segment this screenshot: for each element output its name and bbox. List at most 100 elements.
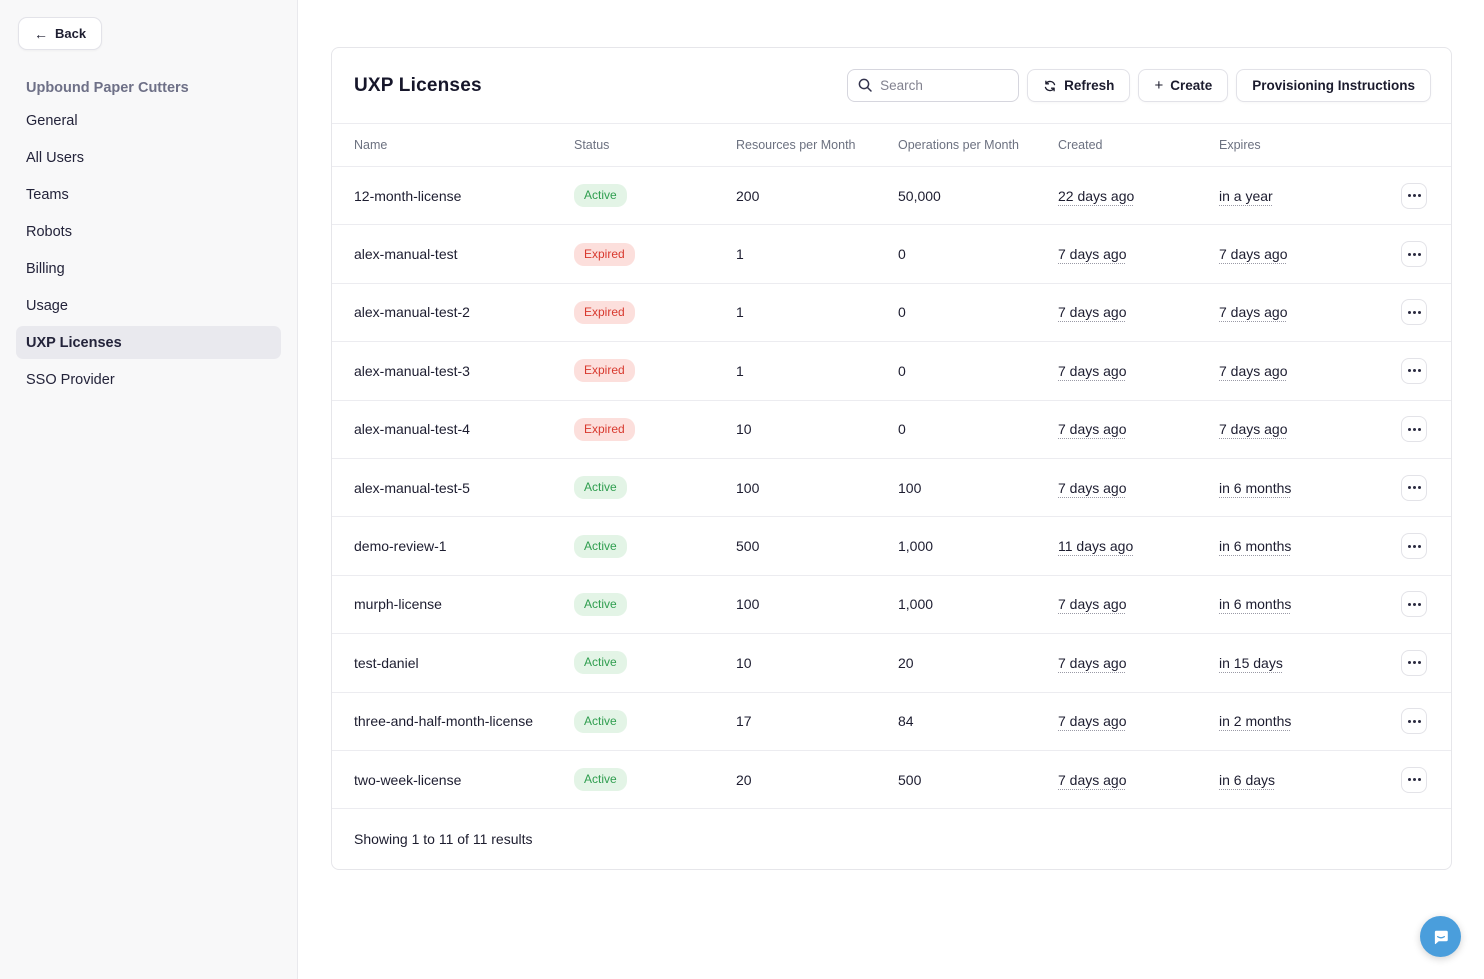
status-badge: Active	[574, 709, 627, 733]
operations-per-month-value: 100	[898, 479, 922, 496]
expires-value[interactable]: in 6 months	[1219, 538, 1292, 555]
expires-value[interactable]: in 6 months	[1219, 596, 1292, 613]
license-name: alex-manual-test	[354, 246, 458, 263]
license-name: two-week-license	[354, 771, 462, 788]
sidebar-item-sso-provider[interactable]: SSO Provider	[16, 363, 281, 396]
column-header-created: Created	[1058, 138, 1103, 152]
table-row: murph-license Active 100 1,000 7 days ag…	[332, 576, 1451, 635]
row-actions-menu-button[interactable]	[1401, 241, 1427, 268]
sidebar-item-robots[interactable]: Robots	[16, 215, 281, 248]
created-value[interactable]: 7 days ago	[1058, 362, 1127, 379]
operations-per-month-value: 0	[898, 246, 906, 263]
table-body: 12-month-license Active 200 50,000 22 da…	[332, 167, 1451, 810]
expires-value[interactable]: in 2 months	[1219, 713, 1292, 730]
refresh-button-label: Refresh	[1064, 78, 1115, 93]
operations-per-month-value: 0	[898, 362, 906, 379]
row-actions-menu-button[interactable]	[1401, 474, 1427, 501]
table-row: alex-manual-test-2 Expired 1 0 7 days ag…	[332, 284, 1451, 343]
row-actions-menu-button[interactable]	[1401, 533, 1427, 560]
sidebar-item-label: All Users	[26, 149, 85, 166]
table-row: demo-review-1 Active 500 1,000 11 days a…	[332, 517, 1451, 576]
created-value[interactable]: 7 days ago	[1058, 304, 1127, 321]
created-value[interactable]: 7 days ago	[1058, 596, 1127, 613]
row-actions-menu-button[interactable]	[1401, 182, 1427, 209]
refresh-icon	[1044, 80, 1056, 91]
results-count: Showing 1 to 11 of 11 results	[354, 831, 533, 848]
resources-per-month-value: 17	[736, 713, 752, 730]
toolbar: Refresh + Create Provisioning Instructio…	[847, 69, 1431, 102]
provisioning-instructions-button[interactable]: Provisioning Instructions	[1236, 69, 1431, 102]
sidebar-item-uxp-licenses[interactable]: UXP Licenses	[16, 326, 281, 359]
sidebar-item-all-users[interactable]: All Users	[16, 141, 281, 174]
license-name: murph-license	[354, 596, 442, 613]
license-name: demo-review-1	[354, 538, 447, 555]
refresh-button[interactable]: Refresh	[1027, 69, 1131, 102]
main-content: UXP Licenses Refresh	[298, 0, 1484, 979]
license-name: 12-month-license	[354, 187, 462, 204]
row-actions-menu-button[interactable]	[1401, 591, 1427, 618]
row-actions-menu-button[interactable]	[1401, 357, 1427, 384]
sidebar-item-billing[interactable]: Billing	[16, 252, 281, 285]
status-badge: Expired	[574, 300, 635, 324]
page-title: UXP Licenses	[354, 74, 482, 96]
table-row: three-and-half-month-license Active 17 8…	[332, 693, 1451, 751]
operations-per-month-value: 0	[898, 421, 906, 438]
plus-icon: +	[1154, 77, 1164, 94]
created-value[interactable]: 7 days ago	[1058, 421, 1127, 438]
expires-value[interactable]: 7 days ago	[1219, 304, 1288, 321]
column-header-operations: Operations per Month	[898, 138, 1019, 152]
created-value[interactable]: 7 days ago	[1058, 771, 1127, 788]
table-footer: Showing 1 to 11 of 11 results	[332, 809, 1451, 869]
sidebar-item-label: UXP Licenses	[26, 334, 122, 351]
search-input[interactable]	[847, 69, 1020, 102]
status-badge: Active	[574, 184, 627, 208]
table-row: alex-manual-test-3 Expired 1 0 7 days ag…	[332, 342, 1451, 401]
status-badge: Active	[574, 592, 627, 616]
back-arrow-icon: ←	[34, 25, 48, 42]
sidebar-item-usage[interactable]: Usage	[16, 289, 281, 322]
row-actions-menu-button[interactable]	[1401, 649, 1427, 676]
row-actions-menu-button[interactable]	[1401, 416, 1427, 443]
created-value[interactable]: 7 days ago	[1058, 654, 1127, 671]
created-value[interactable]: 7 days ago	[1058, 479, 1127, 496]
card-header: UXP Licenses Refresh	[332, 48, 1451, 123]
expires-value[interactable]: in a year	[1219, 187, 1273, 204]
create-button-label: Create	[1170, 78, 1213, 93]
row-actions-menu-button[interactable]	[1401, 708, 1427, 735]
license-name: alex-manual-test-2	[354, 304, 470, 321]
license-name: alex-manual-test-4	[354, 421, 470, 438]
sidebar-item-label: SSO Provider	[26, 371, 115, 388]
column-header-name: Name	[354, 138, 388, 152]
resources-per-month-value: 100	[736, 479, 760, 496]
expires-value[interactable]: in 6 days	[1219, 771, 1276, 788]
sidebar-item-label: Usage	[26, 297, 68, 314]
sidebar-item-teams[interactable]: Teams	[16, 178, 281, 211]
expires-value[interactable]: 7 days ago	[1219, 246, 1288, 263]
back-button[interactable]: ← Back	[18, 17, 103, 50]
expires-value[interactable]: in 6 months	[1219, 479, 1292, 496]
created-value[interactable]: 7 days ago	[1058, 246, 1127, 263]
create-button[interactable]: + Create	[1138, 69, 1229, 102]
sidebar-item-label: Billing	[26, 260, 65, 277]
resources-per-month-value: 1	[736, 246, 744, 263]
resources-per-month-value: 500	[736, 538, 760, 555]
resources-per-month-value: 100	[736, 596, 760, 613]
search-box	[847, 69, 1020, 102]
chat-launcher-button[interactable]	[1420, 916, 1461, 957]
resources-per-month-value: 1	[736, 362, 744, 379]
expires-value[interactable]: in 15 days	[1219, 654, 1283, 671]
expires-value[interactable]: 7 days ago	[1219, 421, 1288, 438]
row-actions-menu-button[interactable]	[1401, 766, 1427, 793]
sidebar-item-label: General	[26, 112, 78, 129]
license-name: alex-manual-test-3	[354, 362, 470, 379]
sidebar-item-general[interactable]: General	[16, 104, 281, 137]
operations-per-month-value: 1,000	[898, 538, 934, 555]
table-header-row: Name Status Resources per Month Operatio…	[332, 123, 1451, 167]
status-badge: Expired	[574, 359, 635, 383]
created-value[interactable]: 7 days ago	[1058, 713, 1127, 730]
expires-value[interactable]: 7 days ago	[1219, 362, 1288, 379]
created-value[interactable]: 22 days ago	[1058, 187, 1135, 204]
row-actions-menu-button[interactable]	[1401, 299, 1427, 326]
resources-per-month-value: 20	[736, 771, 752, 788]
created-value[interactable]: 11 days ago	[1058, 538, 1134, 555]
